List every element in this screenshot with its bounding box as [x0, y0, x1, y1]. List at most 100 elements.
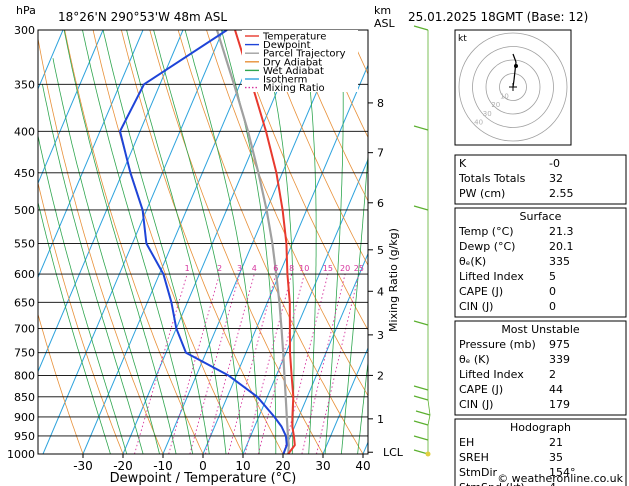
surface-row-label: Dewp (°C) — [459, 240, 515, 253]
pressure-tick-label: 900 — [14, 411, 35, 424]
location-title: 18°26'N 290°53'W 48m ASL — [58, 10, 227, 24]
legend-label: Temperature — [262, 32, 326, 43]
hodograph-table-row-label: StmSpd (kt) — [459, 481, 525, 486]
hodograph-ring — [499, 73, 527, 101]
mixing-ratio-label: 20 — [340, 264, 350, 273]
hodograph-table-row-value: 4 — [549, 481, 556, 486]
isotherm-line — [242, 158, 368, 454]
mixing-ratio-label: 15 — [323, 264, 333, 273]
wind-surface-dot — [425, 451, 431, 457]
isotherm-line — [38, 30, 184, 373]
legend-label: Isotherm — [263, 75, 307, 86]
temperature-tick-label: -10 — [153, 459, 173, 473]
dewpoint-line — [119, 30, 288, 454]
mixing-ratio-label: 8 — [289, 264, 294, 273]
temperature-tick-label: 0 — [199, 459, 207, 473]
most-unstable-title: Most Unstable — [501, 323, 580, 336]
indices-row-label: PW (cm) — [459, 187, 505, 200]
most-unstable-row-value: 2 — [549, 368, 556, 381]
datetime-title: 25.01.2025 18GMT (Base: 12) — [408, 10, 588, 24]
wet-adiabat-line — [42, 84, 144, 454]
isotherm-line — [322, 346, 368, 454]
km-tick-label: 8 — [377, 97, 384, 110]
hodograph-ring-label: 10 — [500, 93, 509, 101]
mixing-ratio-label: 4 — [252, 264, 257, 273]
mixing-ratio-label: 25 — [354, 264, 364, 273]
most-unstable-row-value: 44 — [549, 383, 563, 396]
surface-row-label: CIN (J) — [459, 300, 493, 313]
indices-row-value: 32 — [549, 172, 563, 185]
isotherm-line — [82, 30, 264, 454]
most-unstable-row-label: Lifted Index — [459, 368, 524, 381]
wind-barb — [415, 410, 431, 416]
pressure-tick-label: 950 — [14, 430, 35, 443]
hodograph-rings — [458, 32, 568, 142]
most-unstable-row-label: Pressure (mb) — [459, 338, 536, 351]
hodograph-point — [514, 64, 518, 68]
parcel-trajectory-line — [215, 30, 290, 454]
hodograph-table-title: Hodograph — [510, 421, 571, 434]
pressure-tick-label: 600 — [14, 268, 35, 281]
km-tick-label: 3 — [377, 329, 384, 342]
mixing-ratio-label: 2 — [217, 264, 222, 273]
sounding-profiles — [119, 30, 296, 454]
indices-box — [454, 154, 627, 205]
mixing-ratio-labels: 1 2 3 4 6 8 10 15 20 25 — [185, 264, 364, 273]
mixing-ratio-label: 6 — [273, 264, 278, 273]
mixing-ratio-line — [168, 273, 220, 454]
most-unstable-row-value: 339 — [549, 353, 570, 366]
asl-label: ASL — [374, 17, 396, 30]
wind-barb — [413, 420, 429, 426]
dry-adiabat-line — [262, 30, 368, 267]
legend-label: Mixing Ratio — [263, 83, 325, 94]
surface-row-value: 335 — [549, 255, 570, 268]
temperature-tick-label: 30 — [315, 459, 330, 473]
most-unstable-row-value: 179 — [549, 398, 570, 411]
x-axis-title: Dewpoint / Temperature (°C) — [110, 471, 297, 486]
dry-adiabat-line — [38, 36, 164, 454]
pressure-tick-labels: 300 350 400 450 500 550 600 650 700 750 800 850 900 9… — [7, 24, 35, 461]
wind-profile-line — [427, 399, 431, 416]
temperature-tick-labels: -30 -20 -10 0 10 20 30 40 — [73, 454, 371, 473]
wet-adiabat-line — [357, 358, 368, 454]
mixing-ratio-line — [134, 273, 188, 454]
temperature-tick-label: 10 — [235, 459, 250, 473]
surface-box — [454, 207, 627, 318]
footer-credit: © weatheronline.co.uk — [497, 472, 623, 485]
most-unstable-row-value: 975 — [549, 338, 570, 351]
most-unstable-row-label: CAPE (J) — [459, 383, 503, 396]
km-tick-label: 6 — [377, 197, 384, 210]
pressure-tick-label: 400 — [14, 125, 35, 138]
legend-label: Dewpoint — [263, 40, 311, 51]
pressure-tick-label: 1000 — [7, 448, 35, 461]
pressure-tick-label: 700 — [14, 322, 35, 335]
hodograph-ring-label: 20 — [491, 101, 500, 109]
hodograph-ring — [458, 32, 568, 142]
hpa-label: hPa — [16, 4, 36, 17]
most-unstable-row-label: CIN (J) — [459, 398, 493, 411]
wet-adiabat-line — [52, 58, 160, 454]
km-tick-label: 4 — [377, 285, 384, 298]
indices-tables: K -0 Totals Totals 32 PW (cm) 2.55 Surface Temp… — [454, 154, 627, 486]
isotherm-line — [162, 30, 344, 454]
wind-profile — [413, 25, 431, 457]
surface-row-value: 20.1 — [549, 240, 574, 253]
isotherm-line — [282, 252, 368, 454]
dry-adiabat-line — [291, 30, 368, 202]
legend-label: Dry Adiabat — [263, 57, 322, 68]
hodograph-table-row-label: StmDir — [459, 466, 498, 479]
indices-row-label: K — [459, 157, 467, 170]
wet-adiabat-line — [341, 149, 368, 454]
hodograph-table-box — [454, 418, 627, 486]
surface-row-value: 0 — [549, 285, 556, 298]
surface-row-label: Temp (°C) — [458, 225, 514, 238]
hodograph-ring-label: 40 — [474, 118, 483, 126]
hodograph-ring — [485, 59, 541, 115]
most-unstable-box — [454, 320, 627, 416]
legend-label: Wet Adiabat — [263, 66, 324, 77]
hodograph-table-row-value: 154° — [549, 466, 576, 479]
dry-adiabat-line — [38, 312, 84, 454]
hodograph-ring — [472, 46, 554, 128]
legend-box — [242, 30, 358, 92]
